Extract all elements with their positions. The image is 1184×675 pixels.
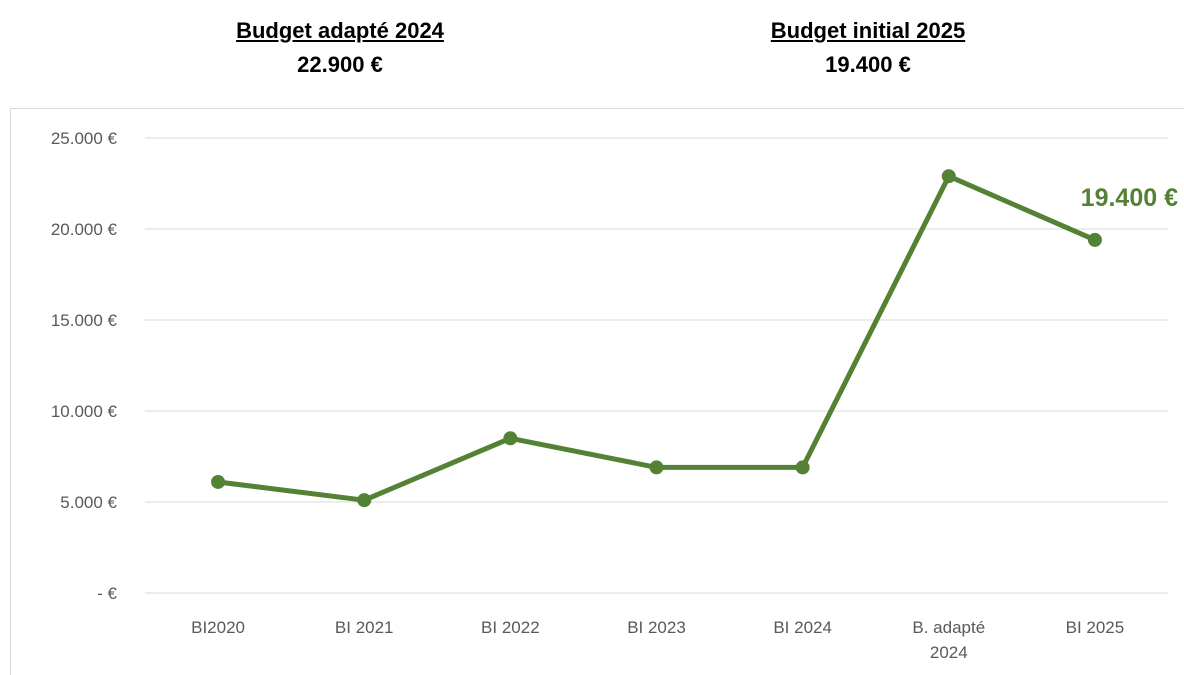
y-tick-layer: - € 5.000 € 10.000 € 15.000 € 20.000 € 25.000… bbox=[51, 129, 118, 603]
data-label: 19.400 € bbox=[1081, 184, 1178, 212]
header-budget-initial: Budget initial 2025 19.400 € bbox=[718, 14, 1018, 82]
header-right-value: 19.400 € bbox=[825, 52, 911, 77]
data-point bbox=[1087, 232, 1102, 247]
data-point bbox=[941, 169, 956, 184]
series-line bbox=[215, 173, 1098, 503]
data-point bbox=[357, 493, 372, 508]
y-tick-label: 20.000 € bbox=[51, 220, 118, 239]
y-tick-label: 15.000 € bbox=[51, 311, 118, 330]
y-tick-label: 25.000 € bbox=[51, 129, 118, 148]
data-point bbox=[795, 460, 810, 475]
data-point bbox=[503, 431, 518, 446]
x-tick-label: BI 2024 bbox=[773, 618, 832, 637]
y-tick-label: - € bbox=[97, 584, 117, 603]
x-tick-label: BI 2025 bbox=[1066, 618, 1125, 637]
x-tick-label: BI 2023 bbox=[627, 618, 686, 637]
grid-layer bbox=[145, 137, 1168, 594]
data-point bbox=[649, 460, 664, 475]
x-tick-layer: BI2020 BI 2021 BI 2022 BI 2023 BI 2024 B. ada… bbox=[191, 618, 1124, 662]
x-tick-label: BI 2021 bbox=[335, 618, 394, 637]
header-left-value: 22.900 € bbox=[297, 52, 383, 77]
data-label-layer: 19.400 € bbox=[1081, 184, 1178, 212]
header-left-title: Budget adapté 2024 bbox=[236, 18, 444, 43]
chart-frame bbox=[10, 108, 1184, 675]
y-tick-label: 5.000 € bbox=[60, 493, 117, 512]
series-layer bbox=[211, 169, 1102, 508]
y-tick-label: 10.000 € bbox=[51, 402, 118, 421]
data-point bbox=[211, 474, 226, 489]
x-tick-label: B. adapté bbox=[912, 618, 985, 637]
x-tick-label: BI 2022 bbox=[481, 618, 540, 637]
x-tick-label: 2024 bbox=[930, 643, 968, 662]
x-tick-label: BI2020 bbox=[191, 618, 245, 637]
header-right-title: Budget initial 2025 bbox=[770, 18, 966, 43]
header-budget-adapte: Budget adapté 2024 22.900 € bbox=[190, 14, 490, 82]
